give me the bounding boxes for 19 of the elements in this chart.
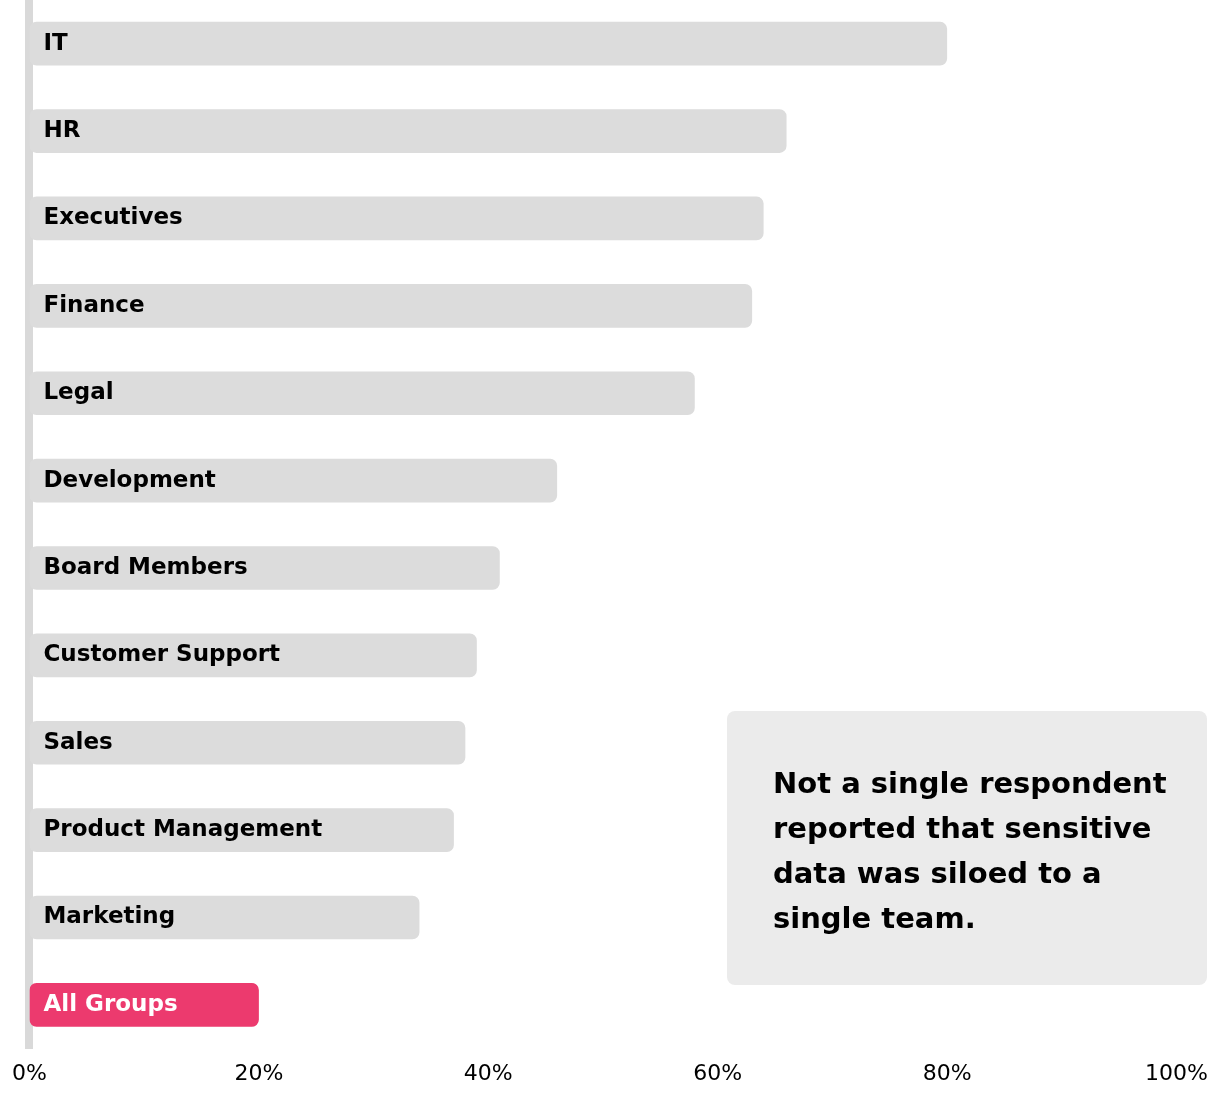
y-tick-label: All Groups [43,989,178,1016]
y-tick-label: Development [43,465,216,492]
x-tick-label: 80% [922,1059,972,1085]
x-tick-label: 60% [693,1059,743,1085]
x-tick-label: 20% [234,1059,284,1085]
x-tick-label: 40% [463,1059,513,1085]
x-tick-label: 0% [12,1059,47,1085]
y-tick-label: Legal [43,378,114,405]
y-tick-label: Sales [43,727,113,754]
y-tick-label: Executives [43,203,183,230]
y-tick-label: HR [43,116,81,143]
x-tick-label: 100% [1145,1059,1209,1085]
y-tick-label: Marketing [43,902,176,929]
y-tick-label: Finance [43,290,145,317]
y-tick-label: Product Management [43,815,323,842]
y-tick-label: Board Members [43,552,248,579]
y-tick-label: Customer Support [43,640,281,667]
y-tick-label: IT [43,28,69,55]
callout-box: Not a single respondent reported that sensitive data was siloed to a single team. [727,711,1207,985]
